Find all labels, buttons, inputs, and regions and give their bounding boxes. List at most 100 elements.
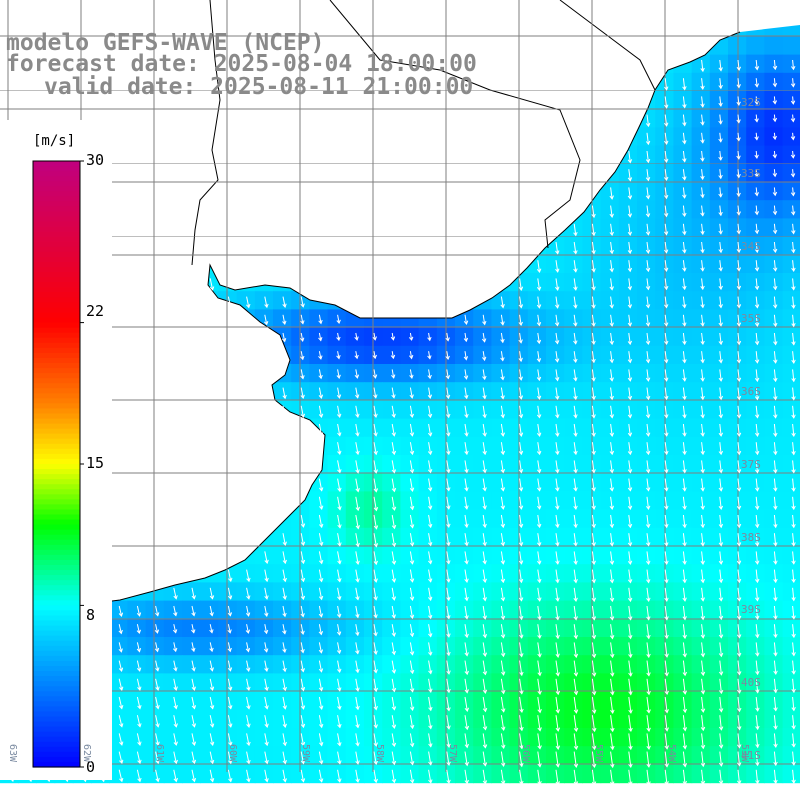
wind-arrow [627, 387, 633, 401]
wind-arrow [664, 96, 669, 109]
heatmap-cell [600, 673, 620, 693]
wind-arrow [337, 460, 342, 474]
wind-arrow [537, 642, 542, 658]
wind-arrow [664, 241, 669, 254]
wind-arrow [355, 423, 360, 437]
heatmap-cell [327, 600, 347, 620]
colorbar-segment [33, 332, 80, 339]
heatmap-cell [400, 691, 420, 711]
wind-arrow [482, 696, 488, 713]
wind-arrow [282, 314, 287, 326]
heatmap-cell [345, 746, 365, 765]
wind-arrow [737, 696, 742, 713]
colorbar-segment [33, 565, 80, 571]
wind-arrow [773, 351, 778, 364]
wind-arrow [700, 260, 705, 272]
wind-arrow [664, 605, 669, 621]
heatmap-cell [254, 709, 274, 729]
heatmap-cell [546, 436, 565, 456]
wind-arrow [209, 642, 214, 653]
wind-arrow [536, 351, 542, 363]
wind-arrow [628, 733, 633, 751]
heatmap-cell [709, 163, 729, 183]
heatmap-cell [345, 527, 365, 547]
heatmap-cell [746, 564, 765, 583]
wind-arrow [500, 387, 505, 400]
wind-arrow [790, 169, 796, 178]
colorbar-segment [33, 383, 80, 389]
heatmap-cell [600, 618, 620, 638]
wind-arrow [518, 460, 524, 474]
wind-arrow [591, 460, 596, 474]
wind-arrow [482, 314, 487, 326]
wind-arrow [464, 478, 469, 492]
wind-arrow [482, 569, 487, 584]
wind-arrow [736, 569, 742, 584]
wind-arrow [627, 496, 633, 510]
wind-arrow [500, 478, 506, 492]
colorbar-segment [33, 736, 80, 743]
heatmap-cell [618, 509, 638, 529]
wind-arrow [754, 369, 760, 383]
heatmap-cell [764, 91, 784, 110]
heatmap-cell [254, 691, 274, 711]
wind-arrow [227, 605, 233, 617]
heatmap-cell [746, 509, 765, 529]
heatmap-cell [327, 709, 347, 729]
wind-arrow [755, 624, 760, 639]
wind-arrow [773, 260, 778, 272]
wind-arrow [464, 751, 469, 767]
wind-arrow [700, 78, 705, 90]
heatmap-cell [473, 527, 492, 547]
wind-arrow [718, 551, 724, 565]
wind-arrow [464, 533, 469, 547]
heatmap-cell [473, 582, 492, 602]
wind-arrow [282, 642, 287, 654]
wind-arrow [555, 369, 560, 382]
wind-arrow [555, 587, 560, 602]
heatmap-cell [509, 764, 529, 784]
colorbar-segment [33, 746, 80, 753]
heatmap-cell [291, 600, 310, 620]
heatmap-cell [618, 527, 638, 547]
colorbar-segment [33, 448, 80, 455]
heatmap-cell [418, 709, 438, 729]
heatmap-cell [418, 546, 438, 565]
heatmap-cell [491, 618, 511, 638]
wind-arrow [773, 423, 778, 438]
wind-arrow [355, 569, 360, 583]
heatmap-cell [709, 382, 729, 401]
heatmap-cell [546, 509, 565, 529]
wind-arrow [755, 751, 760, 767]
heatmap-cell [236, 673, 256, 693]
heatmap-cell [546, 709, 565, 729]
heatmap-cell [764, 200, 784, 219]
wind-arrow [754, 59, 760, 71]
wind-arrow [755, 605, 760, 620]
wind-arrow [373, 551, 378, 566]
wind-arrow [772, 205, 778, 216]
colorbar-segment [33, 484, 80, 490]
wind-arrow [772, 241, 778, 254]
wind-arrow [481, 332, 487, 343]
wind-arrow [318, 660, 324, 673]
heatmap-cell [709, 473, 729, 492]
wind-arrow [718, 351, 723, 364]
heatmap-cell [400, 400, 420, 420]
heatmap-cell [618, 709, 638, 729]
colorbar-segment [33, 716, 80, 723]
wind-arrow [718, 605, 724, 621]
wind-arrow [755, 660, 760, 676]
heatmap-cell [418, 418, 438, 438]
heatmap-cell [600, 309, 620, 329]
heatmap-cell [782, 564, 800, 583]
wind-arrow [627, 332, 633, 346]
wind-arrow [264, 296, 269, 309]
heatmap-cell [618, 236, 638, 256]
heatmap-cell [455, 564, 474, 583]
heatmap-cell [345, 473, 365, 492]
wind-arrow [300, 296, 305, 308]
wind-arrow [700, 605, 706, 621]
heatmap-cell [236, 582, 256, 602]
heatmap-cell [691, 637, 711, 656]
